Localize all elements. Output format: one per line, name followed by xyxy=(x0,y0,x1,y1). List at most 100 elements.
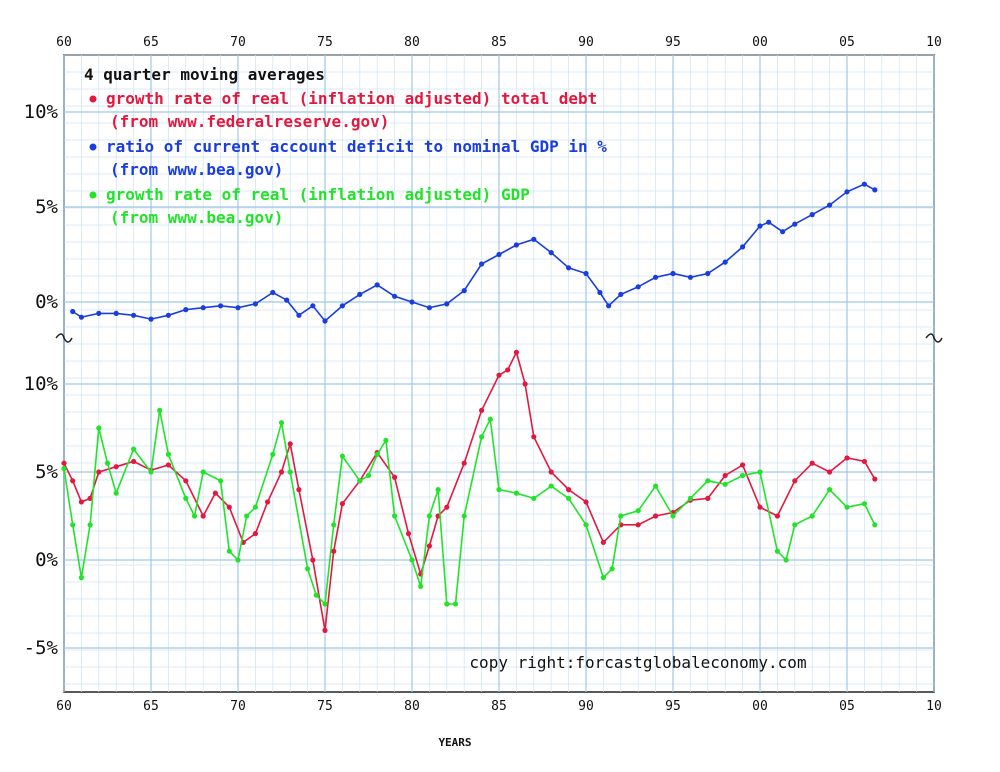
gdp-data-point xyxy=(200,469,206,475)
debt-data-point xyxy=(113,464,119,470)
deficit-data-point xyxy=(597,289,603,296)
deficit-data-point xyxy=(392,293,398,299)
debt-data-point xyxy=(635,522,641,528)
gdp-data-point xyxy=(383,437,389,443)
gdp-data-point xyxy=(844,504,850,510)
gdp-data-point xyxy=(452,601,459,607)
x-tick-label-bottom: 90 xyxy=(578,699,594,714)
gdp-data-point xyxy=(653,483,659,489)
debt-data-point xyxy=(322,627,328,634)
x-tick-label-top: 95 xyxy=(665,35,681,50)
deficit-data-point xyxy=(780,229,786,235)
y-tick-label: -5% xyxy=(24,637,59,659)
deficit-data-point xyxy=(757,223,763,229)
x-tick-label-top: 70 xyxy=(230,35,246,50)
deficit-data-point xyxy=(792,221,798,227)
deficit-data-point xyxy=(548,250,554,256)
axes: 10% 5% 0% 10% 5% 0% -5% 60 60 65 65 70 70 75 75 80 80 85 8… xyxy=(24,35,943,714)
deficit-data-point xyxy=(284,297,290,303)
gdp-data-point xyxy=(226,548,232,554)
debt-data-point xyxy=(426,543,432,549)
gdp-data-point xyxy=(165,451,171,457)
debt-data-point xyxy=(392,474,398,480)
deficit-data-point xyxy=(606,303,612,309)
deficit-data-point xyxy=(444,301,450,307)
debt-data-point xyxy=(200,513,206,519)
debt-data-point xyxy=(479,407,485,413)
debt-legend-label: growth rate of real (inflation adjusted)… xyxy=(106,89,597,108)
gdp-data-point xyxy=(444,601,450,607)
gdp-data-point xyxy=(113,490,119,496)
gdp-data-point xyxy=(722,481,728,487)
gdp-data-point xyxy=(435,487,441,493)
copyright-text: copy right:forcastgloba​leconomy.com xyxy=(469,653,806,672)
debt-data-point xyxy=(70,478,76,484)
debt-data-point xyxy=(461,460,467,466)
deficit-data-point xyxy=(722,259,728,265)
deficit-data-point xyxy=(670,270,676,277)
deficit-data-point xyxy=(809,212,815,218)
gdp-data-point xyxy=(305,566,311,572)
x-tick-label-bottom: 80 xyxy=(404,699,420,714)
y-tick-label: 10% xyxy=(24,373,59,395)
gdp-data-point xyxy=(374,451,380,457)
debt-data-point xyxy=(861,458,868,465)
debt-data-point xyxy=(252,531,258,537)
debt-data-point xyxy=(96,469,102,475)
gdp-data-point xyxy=(774,548,781,554)
gdp-data-point xyxy=(827,487,833,493)
deficit-data-point xyxy=(270,289,276,296)
debt-data-point xyxy=(548,469,554,475)
deficit-legend-source: (from www.bea.gov) xyxy=(110,160,283,179)
y-tick-label: 10% xyxy=(24,101,59,123)
debt-data-point xyxy=(522,381,528,387)
gdp-data-point xyxy=(861,501,868,507)
y-tick-label: 5% xyxy=(35,196,58,218)
gdp-data-point xyxy=(61,465,67,472)
deficit-legend-marker xyxy=(89,143,97,151)
gdp-data-point xyxy=(609,566,615,572)
gdp-data-point xyxy=(96,425,102,431)
chart-title: 4 quarter moving averages xyxy=(84,65,325,84)
x-axis-label: YEARS xyxy=(438,736,471,749)
gdp-data-point xyxy=(287,469,293,475)
gdp-data-point xyxy=(809,513,815,519)
gdp-data-point xyxy=(418,583,424,590)
gdp-data-point xyxy=(670,513,676,519)
x-tick-label-top: 85 xyxy=(491,35,507,50)
gdp-data-point xyxy=(513,490,520,496)
x-tick-label-top: 00 xyxy=(752,35,768,50)
debt-legend-marker xyxy=(89,95,97,103)
deficit-data-point xyxy=(374,282,380,288)
gdp-data-point xyxy=(566,495,572,501)
x-tick-label-bottom: 10 xyxy=(926,699,942,714)
debt-data-point xyxy=(505,367,511,373)
debt-data-point xyxy=(496,372,502,378)
gdp-data-point xyxy=(313,592,319,598)
gdp-data-point xyxy=(635,508,641,514)
x-tick-label-top: 80 xyxy=(404,35,420,50)
x-tick-label-bottom: 70 xyxy=(230,699,246,714)
gdp-data-point xyxy=(583,522,589,528)
debt-data-point xyxy=(212,490,218,496)
debt-data-point xyxy=(287,441,293,447)
gdp-data-point xyxy=(531,495,537,501)
debt-data-point xyxy=(531,434,537,440)
deficit-data-point xyxy=(844,189,850,195)
gdp-data-point xyxy=(792,522,798,528)
deficit-data-point xyxy=(165,312,171,318)
x-tick-label-top: 60 xyxy=(56,35,72,50)
deficit-data-point xyxy=(827,202,833,208)
series-layer xyxy=(61,181,878,634)
debt-data-point xyxy=(653,513,659,519)
debt-data-point xyxy=(872,476,878,482)
gdp-data-point xyxy=(783,557,789,563)
debt-data-point xyxy=(165,462,171,468)
deficit-data-point xyxy=(531,236,537,242)
gdp-data-point xyxy=(252,504,258,510)
gdp-data-point xyxy=(357,478,363,484)
gdp-data-point xyxy=(409,557,415,563)
gdp-data-point xyxy=(157,407,163,413)
x-tick-label-bottom: 75 xyxy=(317,699,333,714)
deficit-legend-label: ratio of current account deficit to nomi… xyxy=(106,137,607,156)
